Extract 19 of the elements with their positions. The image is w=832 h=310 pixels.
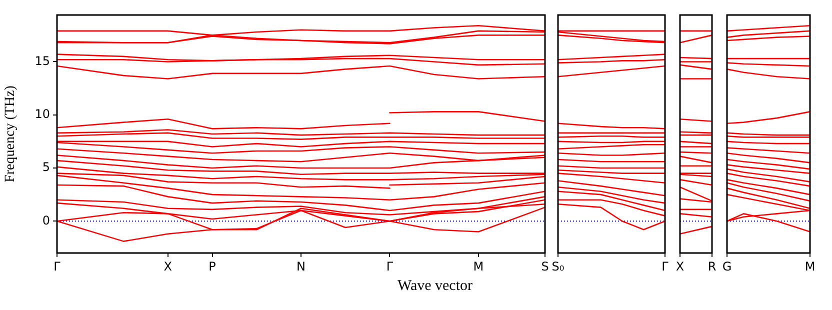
y-axis-title: Frequency (THz) (3, 85, 18, 182)
x-tick-label: M (804, 259, 816, 274)
x-axis-title: Wave vector (396, 278, 474, 295)
x-tick-label: G (722, 259, 732, 274)
y-tick-label: 15 (34, 54, 50, 68)
x-tick-label: N (296, 259, 306, 274)
x-tick-label: Γ (662, 259, 669, 274)
x-tick-label: S (541, 259, 549, 274)
x-tick-label: Γ (54, 259, 61, 274)
y-tick-label: 5 (42, 160, 50, 174)
x-tick-label: R (708, 259, 716, 274)
x-tick-label: Γ (386, 259, 394, 274)
x-tick-label: M (473, 259, 484, 274)
x-tick-label: P (208, 259, 216, 274)
x-tick-label: X (676, 259, 684, 274)
y-tick-label: 0 (42, 213, 50, 228)
x-tick-label: X (164, 259, 172, 274)
y-tick-label: 10 (34, 107, 50, 121)
x-tick-label: S₀ (552, 259, 564, 274)
